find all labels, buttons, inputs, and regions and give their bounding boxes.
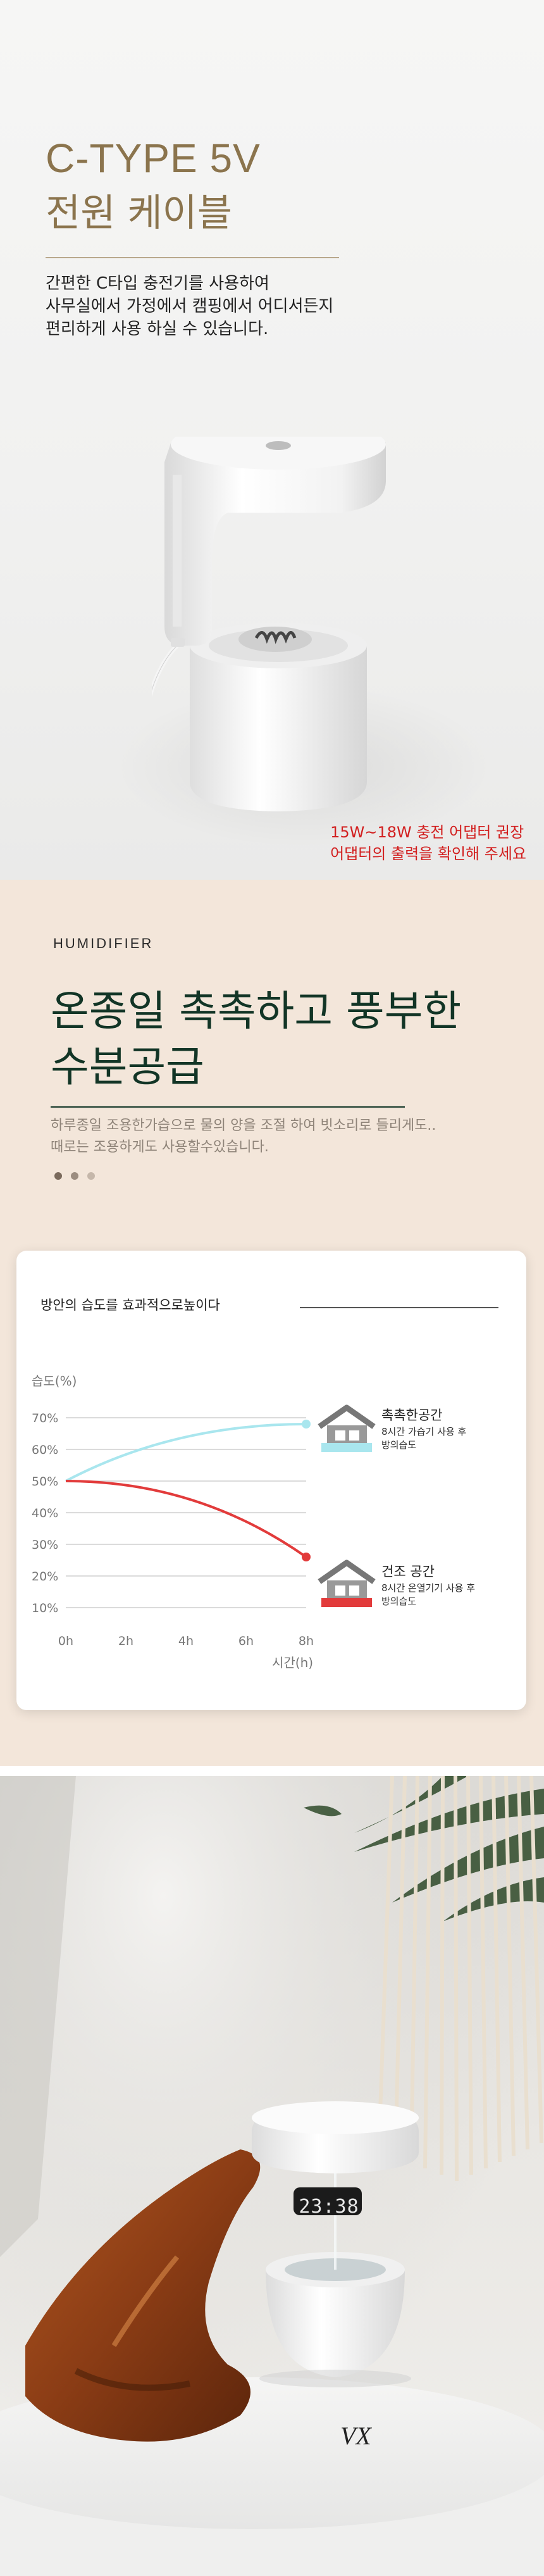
y-tick-label: 70% [32,1411,58,1425]
section-title: 온종일 촉촉하고 풍부한 [51,987,462,1035]
legend-humid: 촉촉한공간 8시간 가습기 사용 후 방의습도 [318,1404,466,1452]
humidifier-product [252,2101,419,2387]
legend-subtext: 8시간 가습기 사용 후 [381,1426,466,1437]
humidity-chart: 70% 60% 50% 40% 30% 20% 10% 0h 2h 4h 6h 8h 습도(%) 시… [32,1373,475,1670]
legend-subtext: 방의습도 [381,1596,416,1607]
y-tick-label: 60% [32,1443,58,1457]
lifestyle-photo [0,1776,544,2576]
macrame-decor [378,1776,543,2182]
x-tick-label: 2h [118,1634,133,1648]
legend-dry: 건조 공간 8시간 온열기기 사용 후 방의습도 [318,1560,475,1607]
humidifier-product-image [152,437,386,811]
house-icon-red [318,1560,376,1607]
ctype-subtitle: 전원 케이블 [46,191,233,235]
title-divider [51,1106,405,1108]
y-tick-label: 30% [32,1538,58,1552]
y-axis-label: 습도(%) [32,1373,77,1389]
notice-line: 어댑터의 출력을 확인해 주세요 [330,845,526,863]
series-end-point [302,1420,311,1429]
x-tick-label: 4h [178,1634,194,1648]
carousel-dot[interactable] [54,1172,62,1180]
series-line [65,1423,307,1482]
house-icon-blue [318,1404,376,1452]
x-tick-label: 6h [238,1634,254,1648]
legend-label: 촉촉한공간 [381,1408,443,1423]
series-end-point [302,1553,311,1561]
lifestyle-photo-section [0,1776,544,2576]
ctype-title: C-TYPE 5V [46,135,261,181]
ctype-section: C-TYPE 5V 전원 케이블 간편한 C타입 충전기를 사용하여 사무실에서… [0,0,544,880]
chart-title-line [300,1307,498,1308]
section-eyebrow: HUMIDIFIER [53,935,154,951]
y-tick-label: 10% [32,1601,58,1615]
chart-card [16,1251,526,1710]
y-tick-label: 50% [32,1475,58,1489]
y-tick-label: 20% [32,1570,58,1584]
x-axis-label: 시간(h) [272,1655,313,1670]
description-line: 사무실에서 가정에서 캠핑에서 어디서든지 [46,297,334,316]
notice-line: 15W~18W 충전 어댑터 권장 [330,823,524,841]
section-description: 하루종일 조용한가습으로 물의 양을 조절 하여 빗소리로 들리게도.. 때로는… [51,1115,436,1158]
carousel-dot[interactable] [71,1172,78,1180]
ctype-description: 간편한 C타입 충전기를 사용하여 사무실에서 가정에서 캠핑에서 어디서든지 … [46,272,333,341]
clock-display: 23:38 [299,2196,359,2218]
legend-subtext: 8시간 온열기기 사용 후 [381,1582,475,1594]
description-line: 간편한 C타입 충전기를 사용하여 [46,274,269,293]
chart-title: 방안의 습도를 효과적으로높이다 [40,1297,220,1313]
y-tick-label: 40% [32,1506,58,1520]
series-line [65,1480,307,1558]
x-tick-label: 8h [299,1634,314,1648]
title-divider [46,257,339,258]
carousel-dots [54,1172,95,1180]
description-line: 편리하게 사용 하실 수 있습니다. [46,320,269,339]
legend-subtext: 방의습도 [381,1439,416,1451]
legend-label: 건조 공간 [381,1564,435,1579]
section-title-line2: 수분공급 [51,1042,204,1091]
x-tick-label: 0h [58,1634,73,1648]
carousel-dot[interactable] [87,1172,95,1180]
adapter-notice: 15W~18W 충전 어댑터 권장 어댑터의 출력을 확인해 주세요 [330,822,526,865]
brand-logo: VX [340,2422,371,2450]
description-line: 하루종일 조용한가습으로 물의 양을 조절 하여 빗소리로 들리게도.. [51,1118,436,1134]
description-line: 때로는 조용하게도 사용할수있습니다. [51,1139,269,1155]
driftwood-decor [25,2149,261,2442]
